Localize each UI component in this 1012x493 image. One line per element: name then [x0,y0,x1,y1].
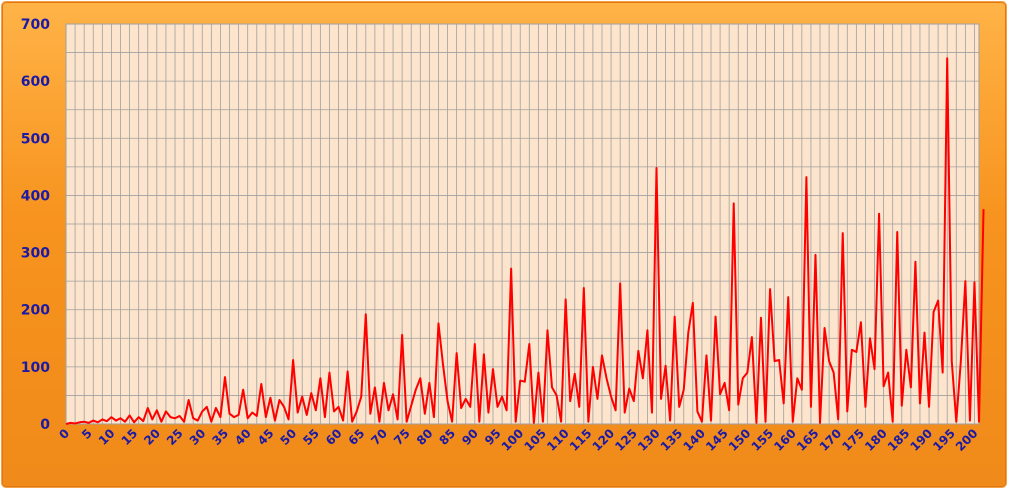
x-tick-label: 100 [499,426,527,454]
x-tick-label: 10 [96,426,118,448]
x-tick-label: 145 [703,426,731,454]
x-tick-label: 125 [612,426,640,454]
x-tick-label: 185 [885,426,913,454]
x-tick-label: 150 [726,426,754,454]
x-tick-label: 190 [908,426,936,454]
y-tick-label: 200 [21,303,50,319]
x-tick-label: 80 [414,426,436,448]
x-tick-label: 135 [658,426,686,454]
x-tick-label: 40 [232,426,254,448]
x-tick-label: 195 [930,426,958,454]
x-tick-label: 20 [141,426,163,448]
y-tick-label: 400 [21,188,50,204]
x-tick-label: 130 [635,426,663,454]
x-tick-label: 50 [278,426,300,448]
x-tick-label: 0 [56,426,72,442]
x-tick-label: 180 [862,426,890,454]
horizontal-gridlines [66,23,979,425]
x-tick-label: 175 [839,426,867,454]
x-tick-label: 110 [544,426,572,454]
y-axis-tick-labels: 0 100 200 300 400 500 600 700 [21,17,50,433]
x-axis-tick-labels: 0 5 10 15 20 25 30 35 40 45 50 55 60 65 70 75 80 85 90 9510… [56,426,980,454]
x-tick-label: 25 [164,426,186,448]
x-tick-label: 160 [771,426,799,454]
x-tick-label: 200 [953,426,981,454]
x-tick-label: 60 [323,426,345,448]
x-tick-label: 15 [119,426,141,448]
x-tick-label: 45 [255,426,277,448]
x-tick-label: 115 [567,426,595,454]
x-tick-label: 35 [209,426,231,448]
x-tick-label: 105 [521,426,549,454]
y-tick-label: 0 [40,417,50,433]
x-tick-label: 170 [817,426,845,454]
x-tick-label: 75 [391,426,413,448]
series-line [65,57,985,425]
x-tick-label: 70 [368,426,390,448]
x-tick-label: 165 [794,426,822,454]
y-tick-label: 500 [21,131,50,147]
x-tick-label: 65 [346,426,368,448]
y-tick-label: 700 [21,17,50,33]
x-tick-label: 30 [187,426,209,448]
y-tick-label: 300 [21,246,50,262]
y-tick-label: 600 [21,74,50,90]
y-tick-label: 100 [21,360,50,376]
x-tick-label: 155 [749,426,777,454]
x-tick-label: 120 [590,426,618,454]
x-tick-label: 55 [300,426,322,448]
x-tick-label: 5 [79,426,95,442]
x-tick-label: 85 [437,426,459,448]
x-tick-label: 90 [459,426,481,448]
x-tick-label: 140 [680,426,708,454]
